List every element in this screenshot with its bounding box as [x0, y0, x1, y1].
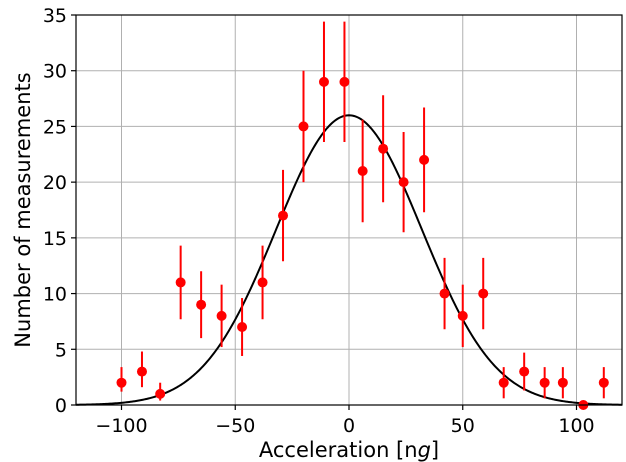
data-point [278, 169, 289, 262]
point-marker [155, 388, 166, 399]
x-tick-label: −100 [95, 415, 147, 437]
data-point [298, 70, 309, 183]
data-point [116, 367, 127, 392]
gaussian-fit-curve [75, 114, 623, 406]
point-marker [278, 210, 289, 221]
data-point [557, 367, 568, 399]
data-point [216, 284, 227, 348]
point-marker [357, 166, 368, 176]
data-point [357, 119, 368, 223]
point-marker [498, 377, 509, 388]
point-marker [298, 121, 309, 132]
data-point [155, 382, 166, 401]
data-point [378, 95, 389, 203]
x-axis-ticks: −100 −50 0 50 100 [95, 405, 595, 437]
point-marker [339, 76, 350, 87]
data-point [196, 271, 207, 339]
point-marker [539, 377, 550, 388]
y-tick-label: 20 [43, 172, 67, 194]
x-tick-label: −50 [215, 415, 255, 437]
point-marker [257, 277, 268, 288]
point-marker [378, 143, 389, 154]
data-point [457, 284, 468, 348]
data-point [398, 132, 409, 233]
data-point [136, 351, 147, 388]
data-point [519, 352, 530, 391]
point-marker [457, 310, 468, 321]
point-marker [175, 277, 186, 288]
y-axis-label: Number of measurements [11, 72, 35, 347]
data-point [257, 245, 268, 320]
data-point [598, 367, 609, 399]
data-point [339, 21, 350, 143]
data-point [318, 21, 329, 143]
y-tick-label: 5 [55, 339, 67, 361]
grid-lines [76, 14, 622, 406]
fit-curve-layer [75, 114, 623, 406]
data-point [478, 257, 489, 330]
point-marker [398, 177, 409, 188]
y-tick-label: 25 [43, 116, 67, 138]
data-point [237, 298, 248, 356]
x-tick-label: 100 [558, 415, 594, 437]
y-tick-label: 30 [43, 61, 67, 83]
point-marker [136, 366, 147, 377]
point-marker [519, 366, 530, 377]
point-marker [216, 310, 227, 321]
point-marker [439, 288, 450, 299]
data-point [539, 367, 550, 399]
point-marker [419, 154, 430, 165]
point-marker [478, 288, 489, 299]
point-marker [196, 299, 207, 310]
point-marker [237, 322, 248, 332]
y-axis-ticks: 0 5 10 15 20 25 30 35 [43, 5, 76, 417]
y-tick-label: 35 [43, 5, 67, 27]
data-point [175, 245, 186, 320]
data-point [498, 367, 509, 399]
x-tick-label: 0 [343, 415, 355, 437]
point-marker [598, 377, 609, 388]
data-point [419, 107, 430, 213]
x-axis-label: Acceleration [ng] [259, 438, 439, 462]
y-tick-label: 0 [55, 395, 67, 417]
y-tick-label: 15 [43, 228, 67, 250]
data-points-layer [116, 21, 609, 410]
x-tick-label: 50 [451, 415, 475, 437]
point-marker [318, 76, 329, 87]
data-point [439, 257, 450, 330]
point-marker [557, 377, 568, 388]
point-marker [116, 377, 127, 388]
y-tick-label: 10 [43, 284, 67, 306]
